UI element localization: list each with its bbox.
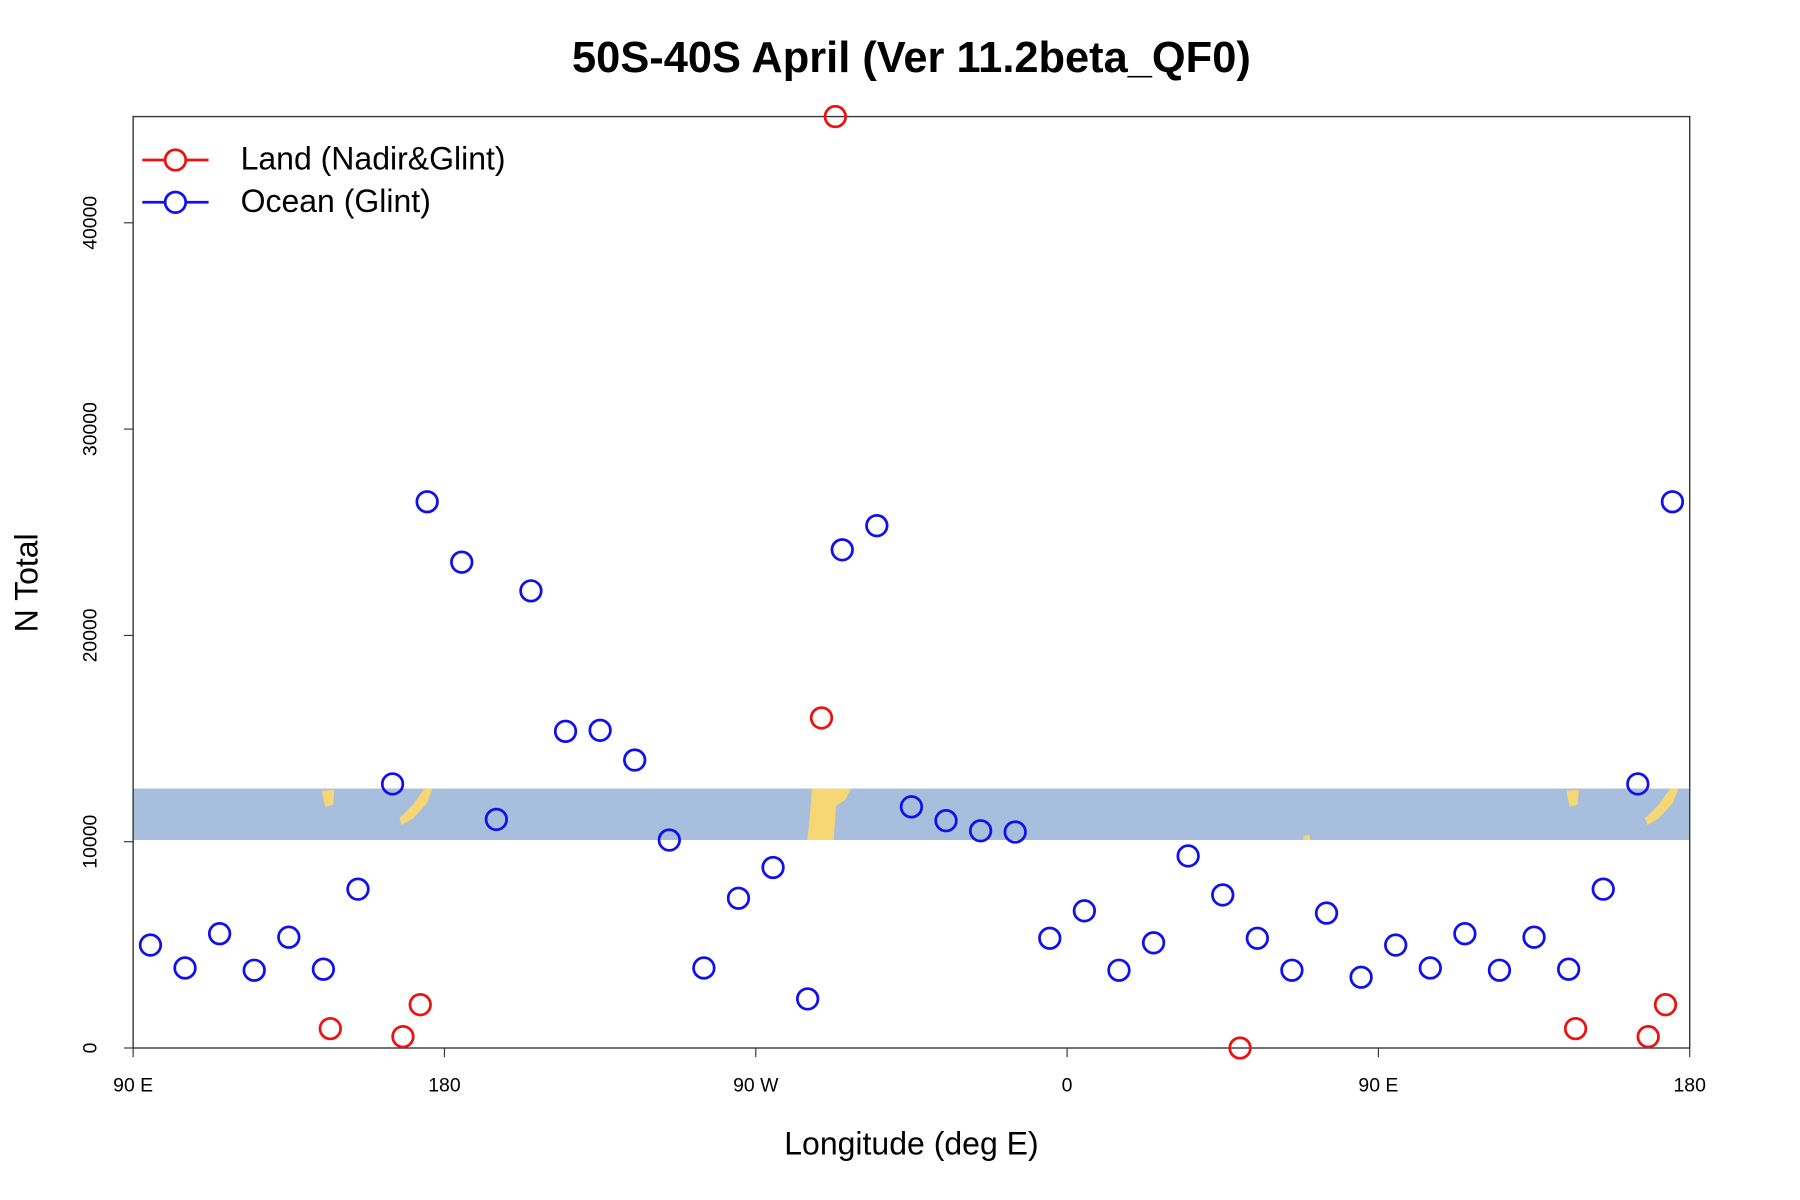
point <box>588 718 612 742</box>
point <box>623 748 647 772</box>
point <box>484 807 508 832</box>
point <box>173 956 197 980</box>
point <box>726 886 751 910</box>
point <box>1280 958 1304 982</box>
x-tick-label: 0 <box>1062 1074 1073 1096</box>
legend-symbol <box>163 148 188 172</box>
y-tick-label: 30000 <box>80 402 102 456</box>
x-tick-label: 180 <box>428 1074 461 1096</box>
point <box>380 772 405 796</box>
y-tick-label: 0 <box>80 1042 102 1053</box>
point <box>823 104 847 129</box>
point <box>1003 820 1027 844</box>
point <box>1211 883 1235 907</box>
point <box>277 925 301 949</box>
point <box>1314 901 1339 925</box>
point <box>1556 957 1581 981</box>
point <box>1626 772 1650 796</box>
point <box>311 957 336 981</box>
point <box>242 958 266 982</box>
point <box>934 809 958 833</box>
point <box>692 956 716 980</box>
legend-label: Land (Nadir&Glint) <box>241 141 506 177</box>
plot-area <box>138 104 1685 1060</box>
point <box>408 993 432 1017</box>
point <box>1453 922 1477 946</box>
x-axis-label: Longitude (deg E) <box>784 1126 1038 1162</box>
point <box>1636 1024 1660 1049</box>
point <box>1072 899 1097 923</box>
legend-label: Ocean (Glint) <box>241 183 431 219</box>
point <box>796 987 820 1011</box>
point <box>657 828 681 852</box>
point <box>1487 958 1512 982</box>
legend-symbol <box>163 190 188 214</box>
y-tick-label: 10000 <box>80 815 102 869</box>
chart-title: 50S-40S April (Ver 11.2beta_QF0) <box>572 34 1251 82</box>
point <box>346 877 370 901</box>
point <box>1591 877 1615 901</box>
point <box>968 819 993 843</box>
point <box>865 514 889 538</box>
point <box>138 933 163 957</box>
x-tick-label: 90 W <box>733 1074 779 1096</box>
point <box>1038 926 1062 950</box>
point <box>1563 1016 1588 1041</box>
land-shape <box>1566 789 1579 807</box>
point <box>1522 925 1546 949</box>
point <box>809 706 834 730</box>
point <box>830 538 854 562</box>
point <box>1228 1036 1252 1060</box>
land-shape <box>321 789 335 807</box>
point <box>450 550 474 574</box>
point <box>1176 844 1200 868</box>
land-shape <box>1645 788 1679 826</box>
point <box>899 795 924 819</box>
x-tick-label: 90 E <box>1358 1074 1398 1096</box>
land-shape <box>399 788 433 826</box>
y-tick-label: 20000 <box>80 608 102 662</box>
point <box>1384 933 1408 957</box>
point <box>1107 958 1131 982</box>
x-tick-label: 180 <box>1674 1074 1707 1096</box>
point <box>519 579 543 603</box>
y-tick-label: 40000 <box>80 196 102 250</box>
point <box>1141 931 1166 955</box>
point <box>207 922 232 946</box>
point <box>415 490 439 514</box>
point <box>318 1016 342 1041</box>
x-tick-label: 90 E <box>113 1074 153 1096</box>
point <box>1349 965 1373 989</box>
plot-frame <box>132 115 1691 1049</box>
point <box>1418 956 1442 980</box>
point <box>391 1024 415 1049</box>
point <box>553 719 578 743</box>
land-shape <box>807 788 851 840</box>
land-shape <box>1303 834 1311 840</box>
point <box>1245 926 1269 950</box>
point <box>761 855 785 880</box>
point <box>1660 490 1685 514</box>
point <box>1653 993 1678 1017</box>
y-axis-label: N Total <box>9 533 45 632</box>
